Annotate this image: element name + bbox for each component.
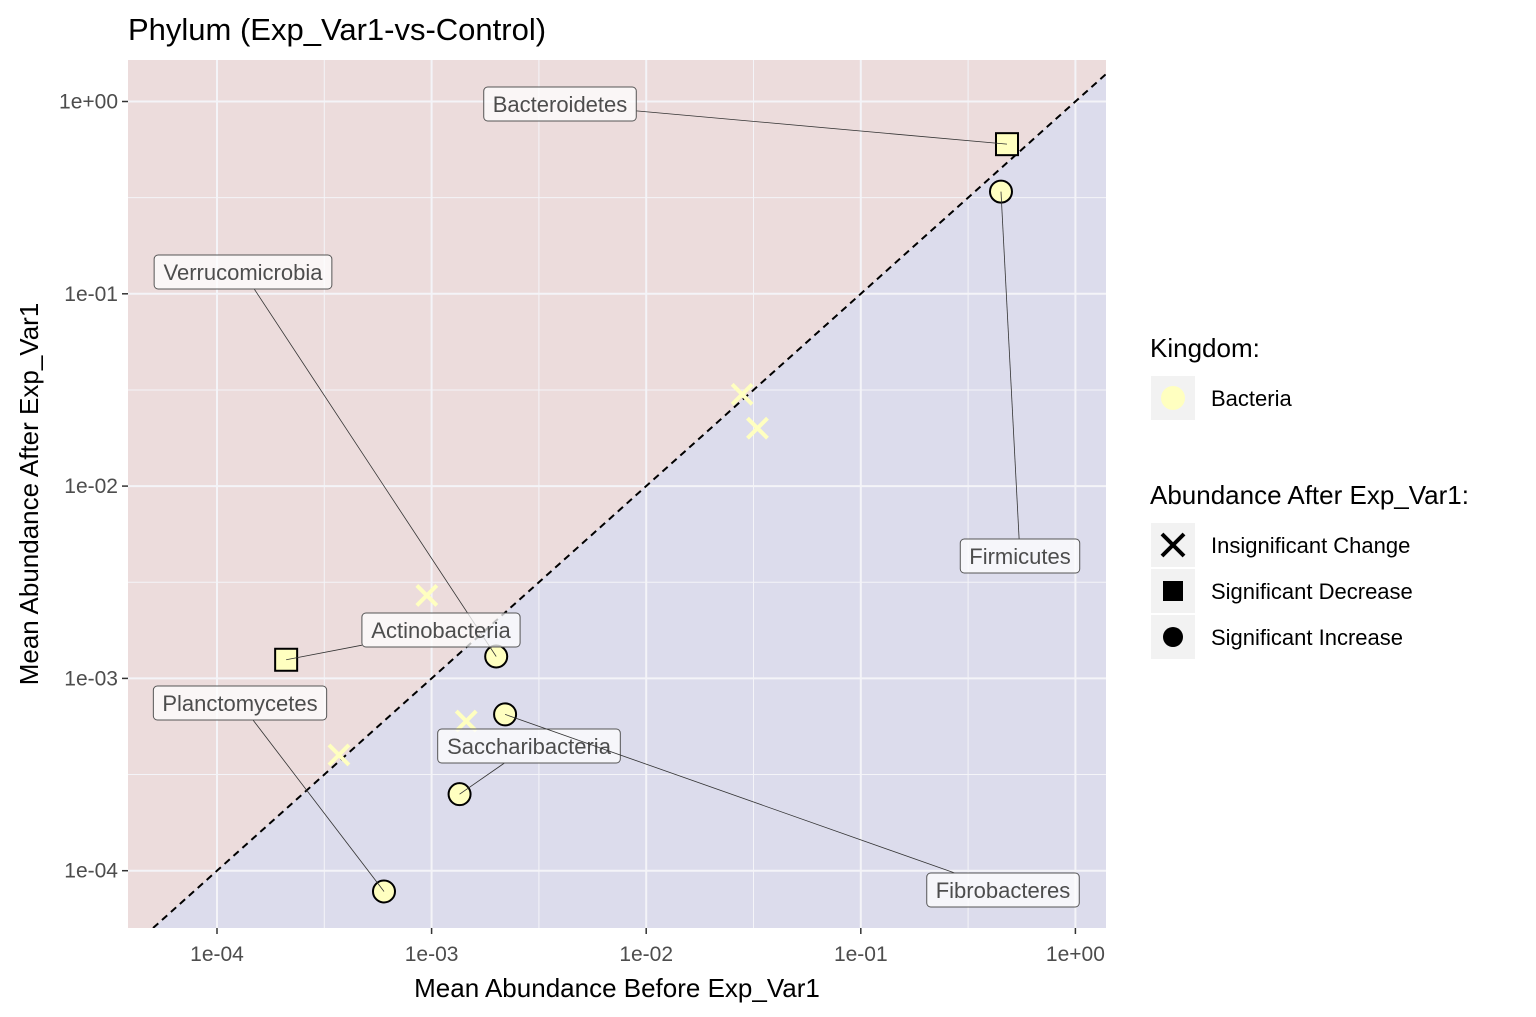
point-x-stroke [454, 709, 478, 733]
x-tick-label: 1e+00 [1046, 943, 1105, 966]
label-box [926, 872, 1080, 908]
label-text: Firmicutes [969, 544, 1070, 569]
label-connector [252, 719, 385, 892]
x-tick-label: 1e-02 [619, 943, 673, 966]
label-connector [636, 110, 1008, 145]
label-connector [459, 762, 505, 795]
y-tick-label: 1e+00 [59, 91, 118, 114]
label-text: Bacteroidetes [493, 92, 628, 117]
axes: 1e-04 1e-03 1e-02 1e-01 1e+00 1e-04 1e-03 1e-02… [59, 91, 1105, 967]
label-connector [504, 713, 955, 874]
x-tick-label: 1e-03 [405, 943, 459, 966]
label-box [483, 86, 637, 122]
legend-kingdom-swatch [1161, 386, 1185, 410]
legend-abundance-label: Significant Decrease [1211, 579, 1413, 604]
point-label-saccharibacteria: Saccharibacteria [437, 728, 621, 795]
y-tick-label: 1e-03 [64, 667, 118, 690]
point-label-bacteroidetes: Bacteroidetes [483, 86, 1008, 145]
label-connector [286, 644, 362, 661]
chart-title: Phylum (Exp_Var1-vs-Control) [128, 12, 546, 47]
y-tick-label: 1e-01 [64, 283, 118, 306]
y-tick-label: 1e-02 [64, 475, 118, 498]
y-axis-title: Mean Abundance After Exp_Var1 [14, 303, 44, 686]
legend-abundance-title: Abundance After Exp_Var1: [1150, 480, 1469, 510]
point-insignificant [730, 382, 754, 406]
point-labels: Bacteroidetes Firmicutes Verrucomicrobia Ac… [152, 86, 1081, 908]
label-box [959, 538, 1081, 574]
point-significant-increase [493, 702, 518, 727]
region-below-diagonal [153, 60, 1106, 928]
point-x-stroke [415, 584, 439, 607]
point-x-stroke [730, 382, 754, 406]
label-text: Saccharibacteria [447, 734, 612, 759]
x-tick-label: 1e-04 [190, 943, 244, 966]
x-tick-label: 1e-01 [834, 943, 888, 966]
legend: Kingdom: Bacteria Abundance After Exp_Var1… [1150, 333, 1469, 659]
point-label-planctomycetes: Planctomycetes [152, 685, 385, 892]
label-box [153, 254, 333, 290]
point-x-stroke [327, 743, 351, 767]
legend-x-icon [1160, 532, 1186, 558]
legend-kingdom-title: Kingdom: [1150, 333, 1260, 363]
point-label-firmicutes: Firmicutes [959, 191, 1081, 574]
plot-panel [128, 60, 1106, 928]
label-box [361, 612, 521, 648]
legend-kingdom-label: Bacteria [1211, 386, 1292, 411]
x-axis-title: Mean Abundance Before Exp_Var1 [414, 973, 820, 1003]
label-connector [253, 288, 497, 657]
point-label-actinobacteria: Actinobacteria [286, 612, 521, 661]
label-text: Verrucomicrobia [164, 260, 324, 285]
point-label-verrucomicrobia: Verrucomicrobia [153, 254, 497, 657]
point-x-stroke [746, 416, 769, 440]
point-insignificant [327, 743, 351, 767]
label-text: Actinobacteria [371, 618, 511, 643]
point-label-fibrobacteres: Fibrobacteres [504, 713, 1080, 908]
legend-circle-icon [1163, 627, 1183, 647]
point-insignificant [746, 416, 769, 440]
point-insignificant [454, 709, 478, 733]
legend-abundance-label: Significant Increase [1211, 625, 1403, 650]
label-connector [1000, 191, 1020, 540]
label-box [437, 728, 621, 764]
label-box [152, 685, 328, 721]
label-text: Fibrobacteres [936, 878, 1071, 903]
y-tick-label: 1e-04 [64, 860, 118, 883]
legend-square-icon [1163, 581, 1183, 601]
label-text: Planctomycetes [162, 691, 317, 716]
point-insignificant [415, 584, 439, 607]
diagonal-line [152, 72, 1106, 928]
legend-abundance-label: Insignificant Change [1211, 533, 1410, 558]
